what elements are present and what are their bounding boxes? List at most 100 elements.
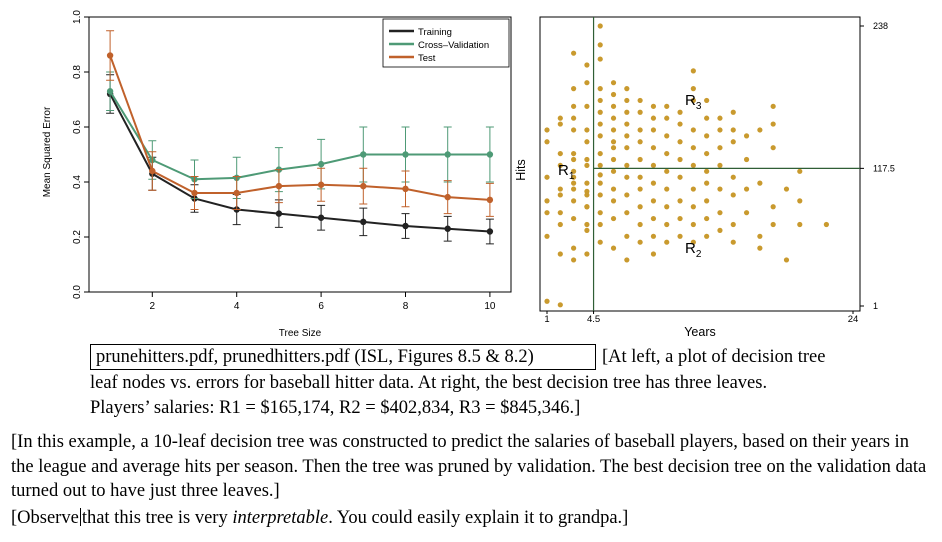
left-y-tick-label: 0.6 [72,120,83,134]
region-label-r1: R1 [558,162,575,182]
scatter-point [650,198,657,204]
data-point-training [402,222,409,230]
scatter-point [624,192,630,198]
scatter-point [597,23,603,29]
caption-line2: leaf nodes vs. errors for baseball hitte… [90,373,768,393]
scatter-point [704,97,710,104]
scatter-point [557,150,563,157]
left-y-tick-label: 1.0 [72,10,83,24]
scatter-point [571,150,577,157]
scatter-point [677,174,683,180]
scatter-point [610,156,617,163]
scatter-point [597,150,603,157]
scatter-point [743,156,750,163]
scatter-point [637,156,643,163]
scatter-point [610,127,617,133]
left-plot-frame [88,16,512,293]
scatter-point [571,127,577,133]
scatter-point [544,139,550,145]
scatter-point [557,121,563,127]
scatter-point [584,156,590,163]
scatter-point [610,215,617,222]
scatter-point [690,162,696,169]
figure-area: 2 4 6 8 100.00.20.40.60.81.0 Tree Size Mean … [42,10,895,339]
scatter-point [597,221,603,228]
right-y-tick-label: 117.5 [873,163,895,173]
scatter-point [624,233,630,239]
scatter-point [557,192,563,198]
scatter-point [624,86,630,92]
scatter-point [571,257,577,263]
scatter-point [544,174,550,180]
scatter-point [757,245,763,251]
scatter-point [730,127,736,133]
text-cursor [79,508,81,526]
left-x-tick-label: 4 [234,301,240,312]
scatter-point [597,180,603,186]
scatter-point [664,221,670,228]
scatter-point [770,221,776,228]
scatter-point [704,150,710,157]
data-point-cv [402,151,409,158]
scatter-point [677,198,683,204]
scatter-point [584,204,590,210]
scatter-point [571,215,577,222]
scatter-point [571,168,577,174]
left-x-tick-label: 8 [403,301,409,312]
scatter-point [544,210,550,216]
right-x-axis-label: Years [684,325,716,339]
scatter-point [757,233,763,239]
scatter-point [770,145,776,151]
scatter-point [743,210,750,216]
scatter-point [597,42,603,48]
scatter-point [730,192,736,198]
scatter-point [650,103,657,109]
scatter-point [717,127,723,133]
data-point-test [275,182,283,190]
scatter-point [610,245,617,251]
observe-part3: . You could easily explain it to grandpa… [328,508,629,528]
data-point-test [486,196,494,204]
data-point-training [444,225,451,232]
scatter-point [557,162,563,169]
series-line-training [109,93,490,233]
scatter-point [664,150,670,157]
scatter-point [571,198,577,204]
scatter-point [823,221,829,228]
scatter-point [730,221,736,228]
data-point-training [275,210,283,217]
scatter-point [637,204,643,210]
scatter-point [677,215,683,222]
series-line-test [109,55,490,201]
data-point-test [360,182,367,190]
scatter-point [677,233,683,239]
scatter-point [571,174,577,180]
scatter-point [650,233,657,239]
scatter-point [650,215,657,222]
scatter-point [690,86,696,92]
scatter-point [650,251,657,257]
data-point-test [317,181,325,188]
scatter-point [557,210,563,216]
scatter-point [584,251,590,257]
scatter-point [743,186,750,192]
scatter-point [664,239,670,245]
scatter-point [690,186,696,192]
hits-vs-years-chart: 1 4.5 24 238 117.5 1 Years Hits R1 R2 R3 [514,16,895,339]
scatter-point [571,115,577,121]
scatter-point [770,103,776,109]
data-point-test [402,185,409,193]
scatter-point [610,145,617,151]
right-x-tick-label: 1 [544,314,549,325]
data-point-test [149,167,156,175]
scatter-point [624,174,630,180]
caption-boxed-text: prunehitters.pdf, prunedhitters.pdf (ISL… [96,347,534,367]
scatter-point [730,139,736,145]
scatter-point [597,210,603,216]
right-points-group [544,23,829,308]
right-axes: 1 4.5 24 238 117.5 1 [544,21,895,325]
scatter-point [597,133,603,139]
scatter-point [624,97,630,104]
scatter-point [690,145,696,151]
scatter-point [624,257,630,263]
